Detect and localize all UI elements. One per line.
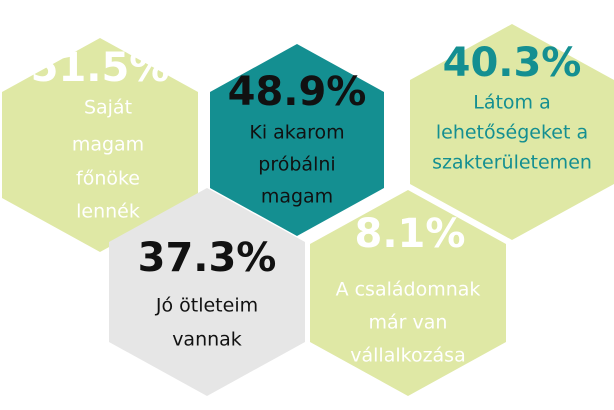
percentage: 40.3% xyxy=(443,40,582,86)
percentage: 51.5% xyxy=(31,45,170,91)
label: Saját xyxy=(84,97,132,119)
hexagon xyxy=(310,190,506,396)
hexagon xyxy=(410,24,614,240)
label: vannak xyxy=(172,329,242,351)
label: vállalkozása xyxy=(350,345,465,367)
label: Ki akarom xyxy=(249,122,344,144)
hexagon xyxy=(109,188,305,396)
label: magam xyxy=(72,134,144,156)
label: A családomnak xyxy=(336,279,481,301)
label: próbálni xyxy=(258,154,335,176)
label: már van xyxy=(369,312,448,334)
label: Jó ötleteim xyxy=(155,295,258,317)
percentage: 48.9% xyxy=(228,69,367,115)
label: Látom a xyxy=(473,92,551,114)
label: főnöke xyxy=(76,168,140,190)
label: lennék xyxy=(76,201,140,223)
percentage: 8.1% xyxy=(355,211,466,257)
percentage: 37.3% xyxy=(138,235,277,281)
label: lehetőségeket a xyxy=(436,122,588,144)
label: szakterületemen xyxy=(432,152,592,174)
hexagon xyxy=(210,44,384,236)
label: magam xyxy=(261,186,333,208)
hexagon xyxy=(2,38,198,252)
